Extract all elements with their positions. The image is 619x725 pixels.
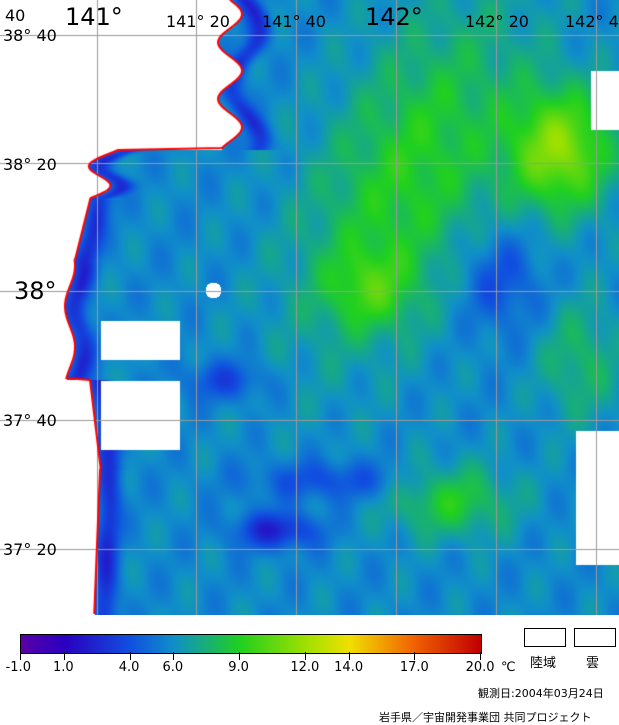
land-swatch (524, 628, 566, 647)
lat-label-37-40: 37° 40 (3, 411, 57, 430)
colorbar-tick (20, 652, 21, 660)
colorbar-tick (348, 652, 350, 660)
colorbar-tick (129, 652, 131, 660)
cloud-legend-label: 雲 (586, 656, 600, 671)
lon-label-141: 141° (65, 3, 123, 31)
lat-label-38-40: 38° 40 (3, 26, 57, 45)
colorbar-tick-label: 20.0 (465, 660, 495, 675)
colorbar-unit: ℃ (501, 660, 516, 675)
colorbar-tick-label: 9.0 (228, 660, 249, 675)
corner-label: 40 (5, 6, 26, 25)
lat-label-38-20: 38° 20 (3, 155, 57, 174)
colorbar-tick-label: 17.0 (399, 660, 429, 675)
colorbar-tick (304, 652, 306, 660)
colorbar-tick (414, 652, 416, 660)
land-legend-label: 陸域 (530, 656, 557, 671)
colorbar-tick (173, 652, 175, 660)
colorbar-tick-label: 12.0 (290, 660, 320, 675)
colorbar-tick (480, 652, 481, 660)
colorbar-tick-label: -1.0 (5, 660, 31, 675)
observation-date: 観測日:2004年03月24日 (478, 687, 604, 700)
lon-label-141-20: 141° 20 (166, 12, 230, 31)
colorbar-tick (239, 652, 241, 660)
lat-label-38: 38° (14, 277, 57, 305)
project-credit: 岩手県／宇宙開発事業団 共同プロジェクト (379, 711, 592, 724)
lon-label-142: 142° (365, 3, 423, 31)
colorbar-tick-label: 1.0 (53, 660, 74, 675)
lat-label-37-20: 37° 20 (3, 540, 57, 559)
colorbar-tick-label: 4.0 (118, 660, 140, 675)
temperature-colorbar (20, 634, 482, 654)
sea-surface-temperature-map (0, 0, 619, 615)
cloud-swatch (574, 628, 616, 647)
colorbar-tick (63, 652, 65, 660)
lon-label-142-40: 142° 4 (565, 12, 619, 31)
colorbar-tick-label: 14.0 (334, 660, 364, 675)
lon-label-141-40: 141° 40 (262, 12, 326, 31)
colorbar-tick-label: 6.0 (162, 660, 184, 675)
lon-label-142-20: 142° 20 (465, 12, 529, 31)
